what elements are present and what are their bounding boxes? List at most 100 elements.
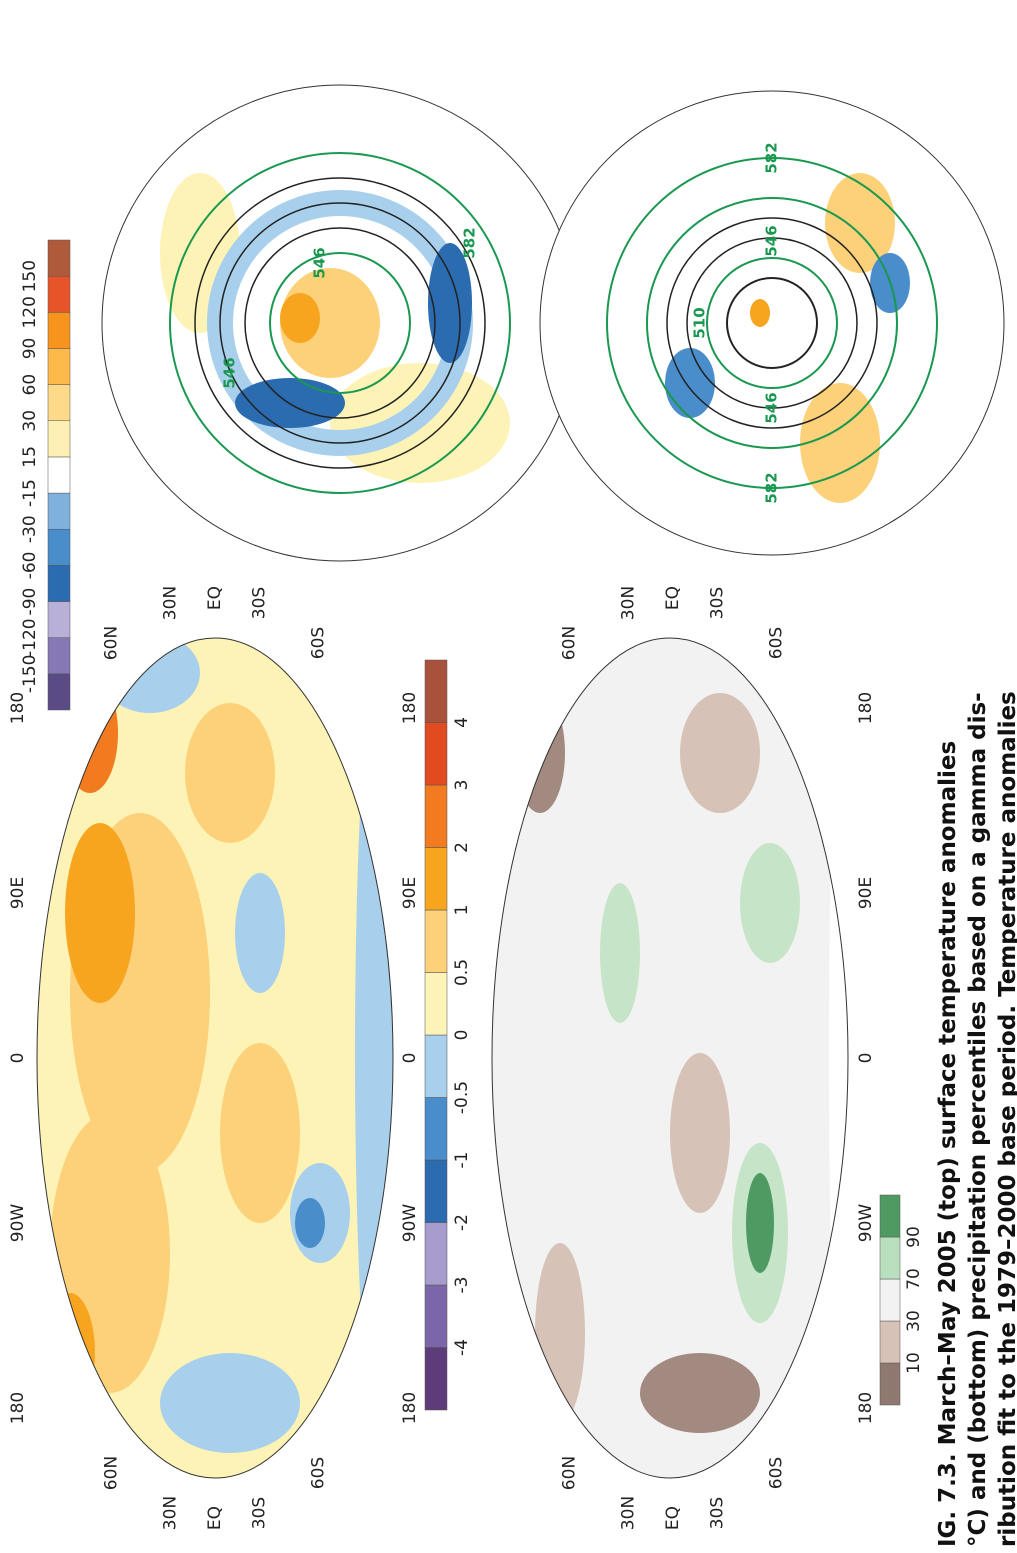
colorbar-label: 0.5 [452,959,472,986]
contour-label: 510 [691,307,709,338]
contour-label: 546 [311,247,329,278]
colorbar-swatch [880,1279,900,1321]
lat-label: 60S [767,1457,787,1489]
lon-label: 180 [8,1392,28,1424]
page: {"panels": { "lon_labels": ["180", "90W"… [0,0,1017,1553]
colorbar-label: 90 [20,338,40,360]
lat-label: EQ [663,586,683,610]
lat-label: 60S [309,1457,329,1489]
colorbar-swatch [48,674,70,710]
colorbar-label: -1 [452,1152,472,1169]
colorbar-label: -120 [20,618,40,657]
colorbar-swatch [880,1237,900,1279]
colorbar-swatch [425,723,447,786]
contour-label: 582 [763,472,781,503]
colorbar-swatch [48,529,70,565]
lon-label: 90E [856,877,876,909]
lon-label: 0 [856,1053,876,1064]
lat-label: EQ [205,586,225,610]
colorbar-swatch [48,421,70,457]
lat-label: 30S [249,587,269,619]
colorbar-swatch [48,457,70,493]
lat-label: 60N [101,626,121,660]
caption-line: ribution fit to the 1979–2000 base perio… [995,691,1017,1547]
lat-label: 60S [309,627,329,659]
colorbar-label: -150 [20,655,40,694]
lat-label: 30N [161,586,181,620]
contour-label: 582 [763,142,781,173]
colorbar-label: 15 [20,446,40,468]
colorbar-swatch [880,1363,900,1405]
colorbar-swatch [425,785,447,848]
caption-line: IG. 7.3. March–May 2005 (top) surface te… [935,741,961,1547]
colorbar-swatch [48,602,70,638]
colorbar-label: 10 [904,1352,924,1374]
lon-label: 0 [8,1053,28,1064]
contour-label: 546 [221,357,239,388]
lat-label: 30N [161,1496,181,1530]
colorbar-swatch [425,848,447,911]
colorbar-label: 120 [20,296,40,328]
colorbar-label: -15 [20,479,40,507]
colorbar-swatch [48,493,70,529]
colorbar-swatch [425,1160,447,1223]
colorbar-label: 90 [904,1226,924,1248]
lat-label: 30S [249,1497,269,1529]
colorbar-swatch [425,1223,447,1286]
lat-label: 60N [559,1456,579,1490]
colorbar-label: -30 [20,515,40,543]
colorbar-swatch [425,1098,447,1161]
colorbar-swatch [48,385,70,421]
colorbar-label: -2 [452,1214,472,1231]
caption-line: °C) and (bottom) precipitation percentil… [965,692,991,1547]
colorbar-swatch [425,910,447,973]
colorbar-swatch [880,1321,900,1363]
lat-label: 30N [619,1496,639,1530]
colorbar-label: 2 [452,842,472,853]
colorbar-label: 30 [904,1310,924,1332]
lon-label: 90E [8,877,28,909]
colorbar-swatch [48,565,70,601]
colorbar-label: -60 [20,551,40,579]
lon-label: 90W [400,1204,420,1243]
colorbar-label: 0 [452,1030,472,1041]
colorbar-swatch [425,1285,447,1348]
lon-label: 0 [400,1053,420,1064]
temperature-map [30,633,405,1483]
colorbar-label: -0.5 [452,1081,472,1114]
lat-label: 60N [101,1456,121,1490]
colorbar-swatch [48,348,70,384]
colorbar-label: 1 [452,905,472,916]
colorbar-swatch [425,1035,447,1098]
colorbar-label: -4 [452,1339,472,1356]
lat-label: 60S [767,627,787,659]
lat-label: EQ [205,1506,225,1530]
colorbar-swatch [425,973,447,1036]
colorbar-swatch [425,1348,447,1411]
lat-label: EQ [663,1506,683,1530]
contour-label: 546 [763,225,781,256]
lon-label: 90W [856,1204,876,1243]
colorbar-swatch [48,638,70,674]
colorbar-swatch [48,312,70,348]
lat-label: 30S [707,587,727,619]
colorbar-label: -3 [452,1277,472,1294]
colorbar-label: 60 [20,374,40,396]
lon-label: 180 [856,1392,876,1424]
lat-label: 30S [707,1497,727,1529]
colorbar-label: 70 [904,1268,924,1290]
lon-label: 90W [8,1204,28,1243]
contour-label: 582 [461,227,479,258]
colorbar-swatch [48,240,70,276]
lon-label: 180 [8,692,28,724]
colorbar-label: 150 [20,260,40,292]
colorbar-swatch [425,660,447,723]
lon-label: 180 [856,692,876,724]
figure: 18018018090W90W90W00090E90E90E1801801806… [0,0,1017,1553]
lon-label: 180 [400,692,420,724]
colorbar-label: 4 [452,717,472,728]
colorbar-label: -90 [20,588,40,616]
colorbar-label: 30 [20,410,40,432]
precipitation-map [490,633,861,1483]
figure-canvas: 18018018090W90W90W00090E90E90E1801801806… [0,0,1017,1553]
